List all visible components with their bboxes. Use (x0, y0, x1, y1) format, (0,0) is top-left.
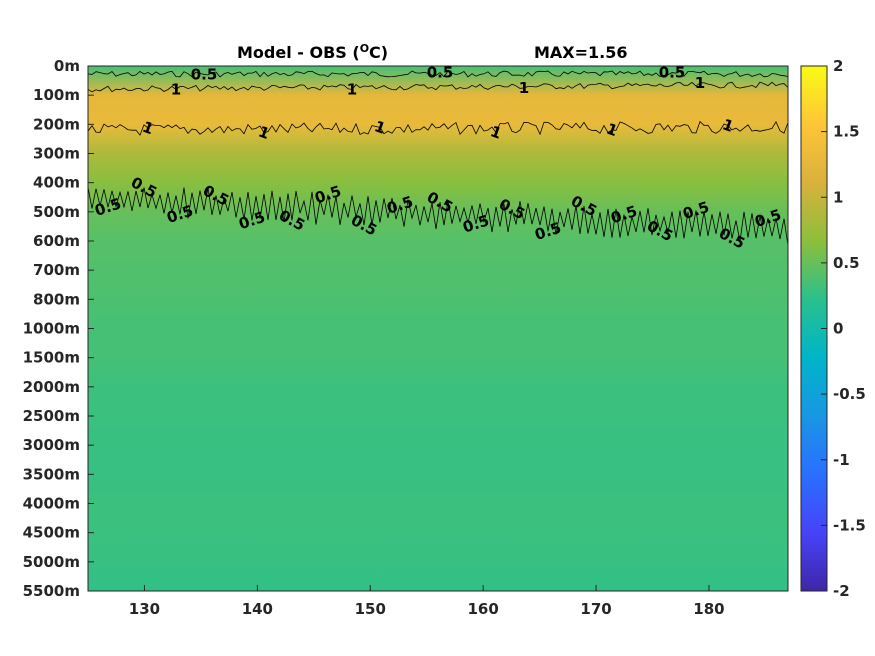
y-tick-label: 1000m (23, 320, 80, 338)
contour-label: 1 (171, 81, 181, 99)
y-tick-label: 600m (33, 232, 80, 250)
colorbar-tick-label: 1 (833, 188, 843, 206)
contour-label: 0.5 (427, 64, 454, 82)
heatmap-field (88, 66, 788, 591)
contour-line (88, 187, 788, 246)
y-tick-label: 3000m (23, 436, 80, 454)
contour-label: 1 (519, 79, 529, 97)
colorbar-tick-label: 0.5 (833, 254, 860, 272)
x-tick-label: 140 (242, 600, 273, 618)
y-tick-label: 4000m (23, 495, 80, 513)
y-tick-label: 800m (33, 290, 80, 308)
colorbar-tick-label: -1 (833, 451, 850, 469)
y-tick-label: 0m (54, 57, 80, 75)
contour-label: 1 (347, 81, 357, 99)
colorbar-tick-label: -1.5 (833, 516, 866, 534)
colorbar-tick-label: 1.5 (833, 123, 860, 141)
y-tick-label: 500m (33, 203, 80, 221)
y-tick-label: 700m (33, 261, 80, 279)
x-tick-label: 170 (580, 600, 611, 618)
y-tick-label: 2000m (23, 378, 80, 396)
y-axis: 0m 100m 200m 300m 400m 500m 600m 700m 800m 1000m 1… (23, 57, 94, 600)
contour-label: 0.5 (659, 64, 686, 82)
colorbar-ticks: 2 1.5 1 0.5 0 -0.5 -1 -1.5 -2 (821, 57, 866, 600)
x-tick-label: 150 (355, 600, 386, 618)
y-tick-label: 5000m (23, 553, 80, 571)
contour-label: 0.5 (191, 65, 218, 83)
y-tick-label: 3500m (23, 465, 80, 483)
max-label: MAX=1.56 (534, 43, 628, 62)
contour-line (88, 120, 788, 136)
chart-title: Model - OBS (OC) (237, 42, 388, 62)
colorbar-tick-label: 2 (833, 57, 843, 75)
colorbar-tick-label: -0.5 (833, 385, 866, 403)
x-axis: 130 140 150 160 170 180 (129, 585, 725, 618)
y-tick-label: 300m (33, 145, 80, 163)
y-tick-label: 4500m (23, 524, 80, 542)
y-tick-label: 2500m (23, 407, 80, 425)
plot-area: 0.5 0.5 0.51 1 1 11 1 1 1 1 10.50.50.50.50.5 0.50.5… (88, 64, 788, 591)
contour-line (88, 81, 788, 93)
x-tick-label: 180 (693, 600, 724, 618)
x-tick-label: 160 (468, 600, 499, 618)
y-tick-label: 100m (33, 86, 80, 104)
colorbar-tick-label: 0 (833, 320, 843, 338)
contour-line (88, 70, 788, 78)
colorbar: 2 1.5 1 0.5 0 -0.5 -1 -1.5 -2 (800, 57, 866, 600)
y-tick-label: 1500m (23, 349, 80, 367)
y-tick-label: 200m (33, 115, 80, 133)
colorbar-tick-label: -2 (833, 582, 850, 600)
y-tick-label: 400m (33, 174, 80, 192)
x-tick-label: 130 (129, 600, 160, 618)
contour-label: 1 (695, 74, 705, 92)
y-tick-label: 5500m (23, 582, 80, 600)
